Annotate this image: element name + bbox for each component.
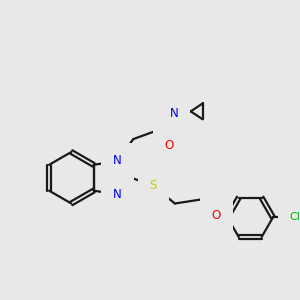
Text: O: O (164, 139, 174, 152)
Text: N: N (113, 188, 122, 201)
Text: Cl: Cl (289, 212, 300, 222)
Text: H: H (160, 108, 168, 118)
Text: N: N (169, 107, 178, 120)
Text: S: S (149, 179, 157, 192)
Text: N: N (113, 154, 122, 167)
Text: O: O (212, 209, 221, 222)
